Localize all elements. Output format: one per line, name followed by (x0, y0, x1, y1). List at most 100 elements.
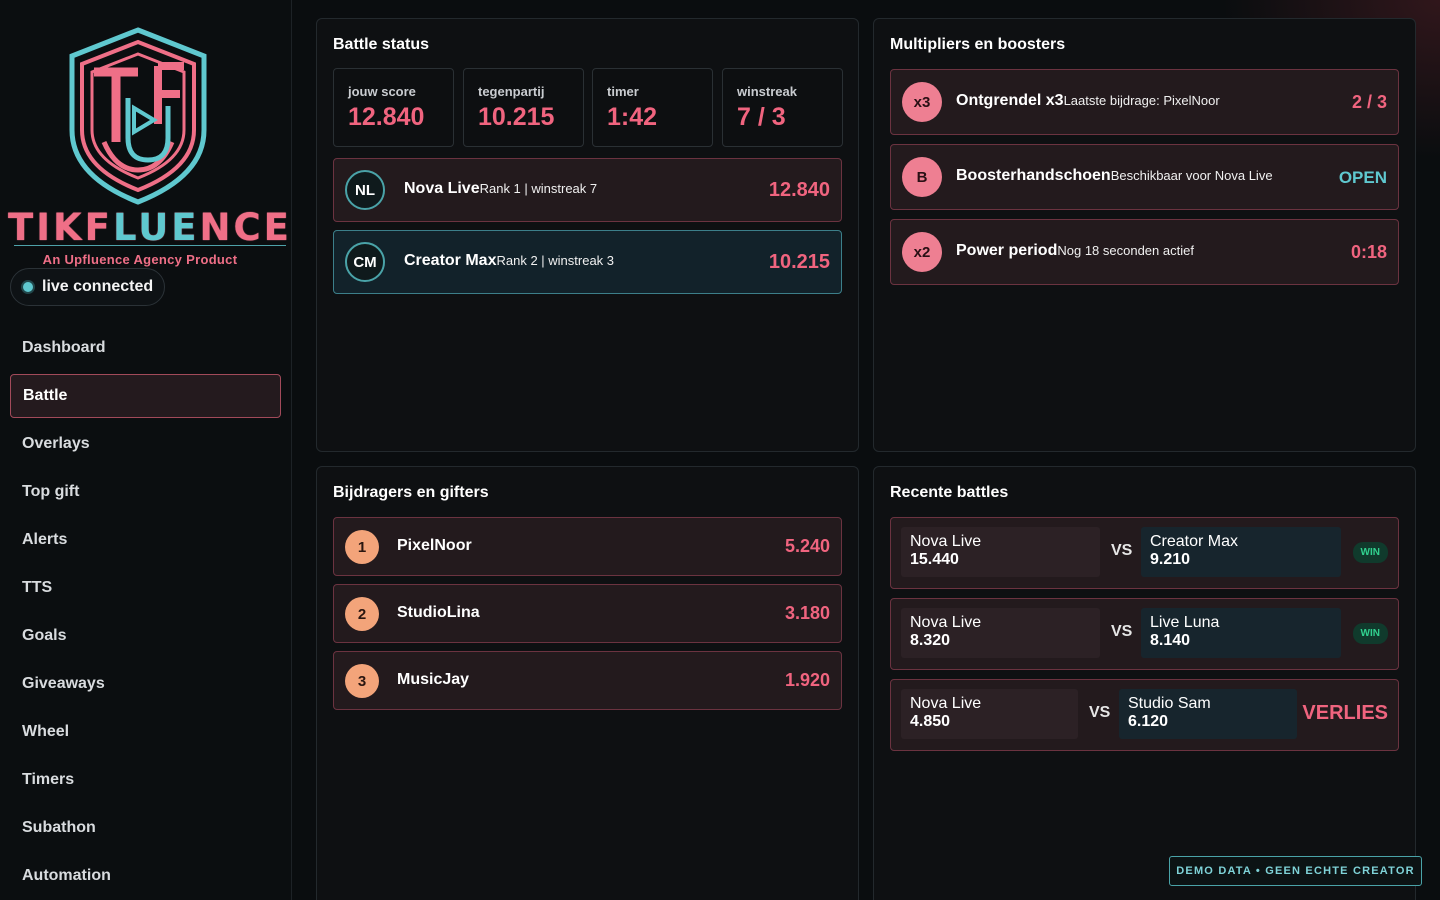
sidebar-item-giveaways[interactable]: Giveaways (22, 675, 105, 692)
right-score: 6.120 (1128, 713, 1169, 730)
stat-label: tegenpartij (478, 84, 545, 99)
panel-title: Recente battles (890, 484, 1009, 501)
stat-your-score: jouw score 12.840 (333, 68, 454, 147)
brand-tagline: An Upfluence Agency Product (42, 252, 238, 267)
player-avatar: CM (345, 242, 385, 282)
multiplier-row[interactable]: x3 Ontgrendel x3Laatste bijdrage: PixelN… (890, 69, 1399, 135)
player-score: 10.215 (768, 251, 830, 273)
multiplier-value: OPEN (1338, 168, 1387, 187)
contributor-row[interactable]: 3 MusicJay 1.920 (333, 651, 842, 710)
contributor-name: MusicJay (397, 671, 470, 688)
battle-right-side: Live Luna 8.140 (1141, 608, 1341, 658)
battle-history-row[interactable]: Nova Live 8.320 VS Live Luna 8.140 WIN (890, 598, 1399, 670)
multiplier-row[interactable]: x2 Power periodNog 18 seconden actief 0:… (890, 219, 1399, 285)
shield-logo-icon (69, 27, 207, 205)
sidebar-item-top-gift[interactable]: Top gift (22, 483, 80, 500)
sidebar-item-subathon[interactable]: Subathon (22, 819, 96, 836)
sidebar-item-overlays[interactable]: Overlays (22, 435, 90, 452)
multiplier-value: 2 / 3 (1351, 92, 1387, 112)
battle-right-side: Studio Sam 6.120 (1119, 689, 1297, 739)
panel-title: Multipliers en boosters (890, 36, 1066, 53)
sidebar-item-tts[interactable]: TTS (22, 579, 53, 596)
sidebar-item-automation[interactable]: Automation (22, 867, 111, 884)
vs-label: VS (1111, 542, 1133, 559)
multiplier-row[interactable]: B BoosterhandschoenBeschikbaar voor Nova… (890, 144, 1399, 210)
multiplier-sub: Nog 18 seconden actief (1057, 243, 1194, 258)
result-label: VERLIES (1302, 702, 1388, 724)
sidebar-item-goals[interactable]: Goals (22, 627, 67, 644)
right-score: 9.210 (1150, 551, 1191, 568)
multiplier-value: 0:18 (1350, 242, 1387, 262)
player-name: Creator MaxRank 2 | winstreak 3 (404, 252, 615, 269)
contributor-value: 5.240 (784, 536, 830, 556)
right-name: Live Luna (1150, 614, 1220, 631)
contributor-name: StudioLina (397, 604, 480, 621)
sidebar: TIKFLUENCE An Upfluence Agency Product l… (0, 0, 292, 900)
panel-title: Bijdragers en gifters (333, 484, 489, 501)
right-name: Creator Max (1150, 533, 1239, 550)
vs-label: VS (1089, 704, 1111, 721)
player-row[interactable]: NL Nova LiveRank 1 | winstreak 7 12.840 (333, 158, 842, 222)
contributor-value: 3.180 (784, 603, 830, 623)
sidebar-item-wheel[interactable]: Wheel (22, 723, 70, 740)
battle-status-panel: Battle status jouw score 12.840 tegenpar… (316, 18, 859, 452)
right-score: 8.140 (1150, 632, 1191, 649)
left-score: 4.850 (910, 713, 951, 730)
sidebar-item-dashboard[interactable]: Dashboard (22, 339, 106, 356)
contributor-value: 1.920 (784, 670, 830, 690)
player-sub: Rank 2 | winstreak 3 (496, 253, 615, 268)
result-badge: WIN (1352, 542, 1388, 563)
left-name: Nova Live (910, 695, 982, 712)
stat-value: 1:42 (607, 103, 658, 131)
tagline-divider (14, 245, 286, 246)
demo-data-badge: DEMO DATA • GEEN ECHTE CREATOR (1169, 856, 1422, 886)
stat-opponent-score: tegenpartij 10.215 (463, 68, 584, 147)
tikfluence-logo: TIKFLUENCE An Upfluence Agency Product (8, 26, 289, 270)
recent-battles-panel: Recente battles Nova Live 15.440 VS Crea… (873, 466, 1416, 900)
contributor-row[interactable]: 2 StudioLina 3.180 (333, 584, 842, 643)
left-score: 15.440 (910, 551, 959, 568)
contributor-row[interactable]: 1 PixelNoor 5.240 (333, 517, 842, 576)
sidebar-item-timers[interactable]: Timers (22, 771, 75, 788)
stat-value: 10.215 (478, 103, 555, 131)
multiplier-badge: x2 (902, 232, 942, 272)
multipliers-panel: Multipliers en boosters x3 Ontgrendel x3… (873, 18, 1416, 452)
multiplier-name: Power periodNog 18 seconden actief (956, 242, 1194, 259)
status-dot-icon (23, 282, 33, 292)
battle-right-side: Creator Max 9.210 (1141, 527, 1341, 577)
result-badge: WIN (1352, 623, 1388, 644)
player-row[interactable]: CM Creator MaxRank 2 | winstreak 3 10.21… (333, 230, 842, 294)
panel-title: Battle status (333, 36, 430, 53)
left-score: 8.320 (910, 632, 951, 649)
status-label: live connected (42, 278, 154, 295)
multiplier-name: BoosterhandschoenBeschikbaar voor Nova L… (956, 167, 1273, 184)
rank-badge: 1 (345, 530, 379, 564)
multiplier-badge: B (902, 157, 942, 197)
stat-value: 12.840 (348, 103, 425, 131)
player-sub: Rank 1 | winstreak 7 (479, 181, 598, 196)
stat-label: jouw score (348, 84, 416, 99)
stat-winstreak: winstreak 7 / 3 (722, 68, 843, 147)
battle-left-side: Nova Live 15.440 (901, 527, 1100, 577)
left-name: Nova Live (910, 614, 982, 631)
multiplier-sub: Beschikbaar voor Nova Live (1110, 168, 1273, 183)
left-name: Nova Live (910, 533, 982, 550)
battle-left-side: Nova Live 8.320 (901, 608, 1100, 658)
stat-label: winstreak (737, 84, 797, 99)
right-name: Studio Sam (1128, 695, 1211, 712)
contributor-name: PixelNoor (397, 537, 472, 554)
stat-value: 7 / 3 (737, 103, 786, 131)
battle-history-row[interactable]: Nova Live 15.440 VS Creator Max 9.210 WI… (890, 517, 1399, 589)
rank-badge: 3 (345, 664, 379, 698)
connection-status: live connected (10, 268, 165, 306)
sidebar-item-alerts[interactable]: Alerts (22, 531, 68, 548)
sidebar-nav: Dashboard Battle Overlays Top gift Alert… (10, 326, 281, 900)
player-name: Nova LiveRank 1 | winstreak 7 (404, 180, 598, 197)
contributors-panel: Bijdragers en gifters 1 PixelNoor 5.240 … (316, 466, 859, 900)
multiplier-name: Ontgrendel x3Laatste bijdrage: PixelNoor (956, 92, 1220, 109)
stat-label: timer (607, 84, 639, 99)
battle-left-side: Nova Live 4.850 (901, 689, 1078, 739)
player-score: 12.840 (768, 179, 830, 201)
battle-history-row[interactable]: Nova Live 4.850 VS Studio Sam 6.120 VERL… (890, 679, 1399, 751)
sidebar-item-battle[interactable]: Battle (10, 374, 281, 418)
